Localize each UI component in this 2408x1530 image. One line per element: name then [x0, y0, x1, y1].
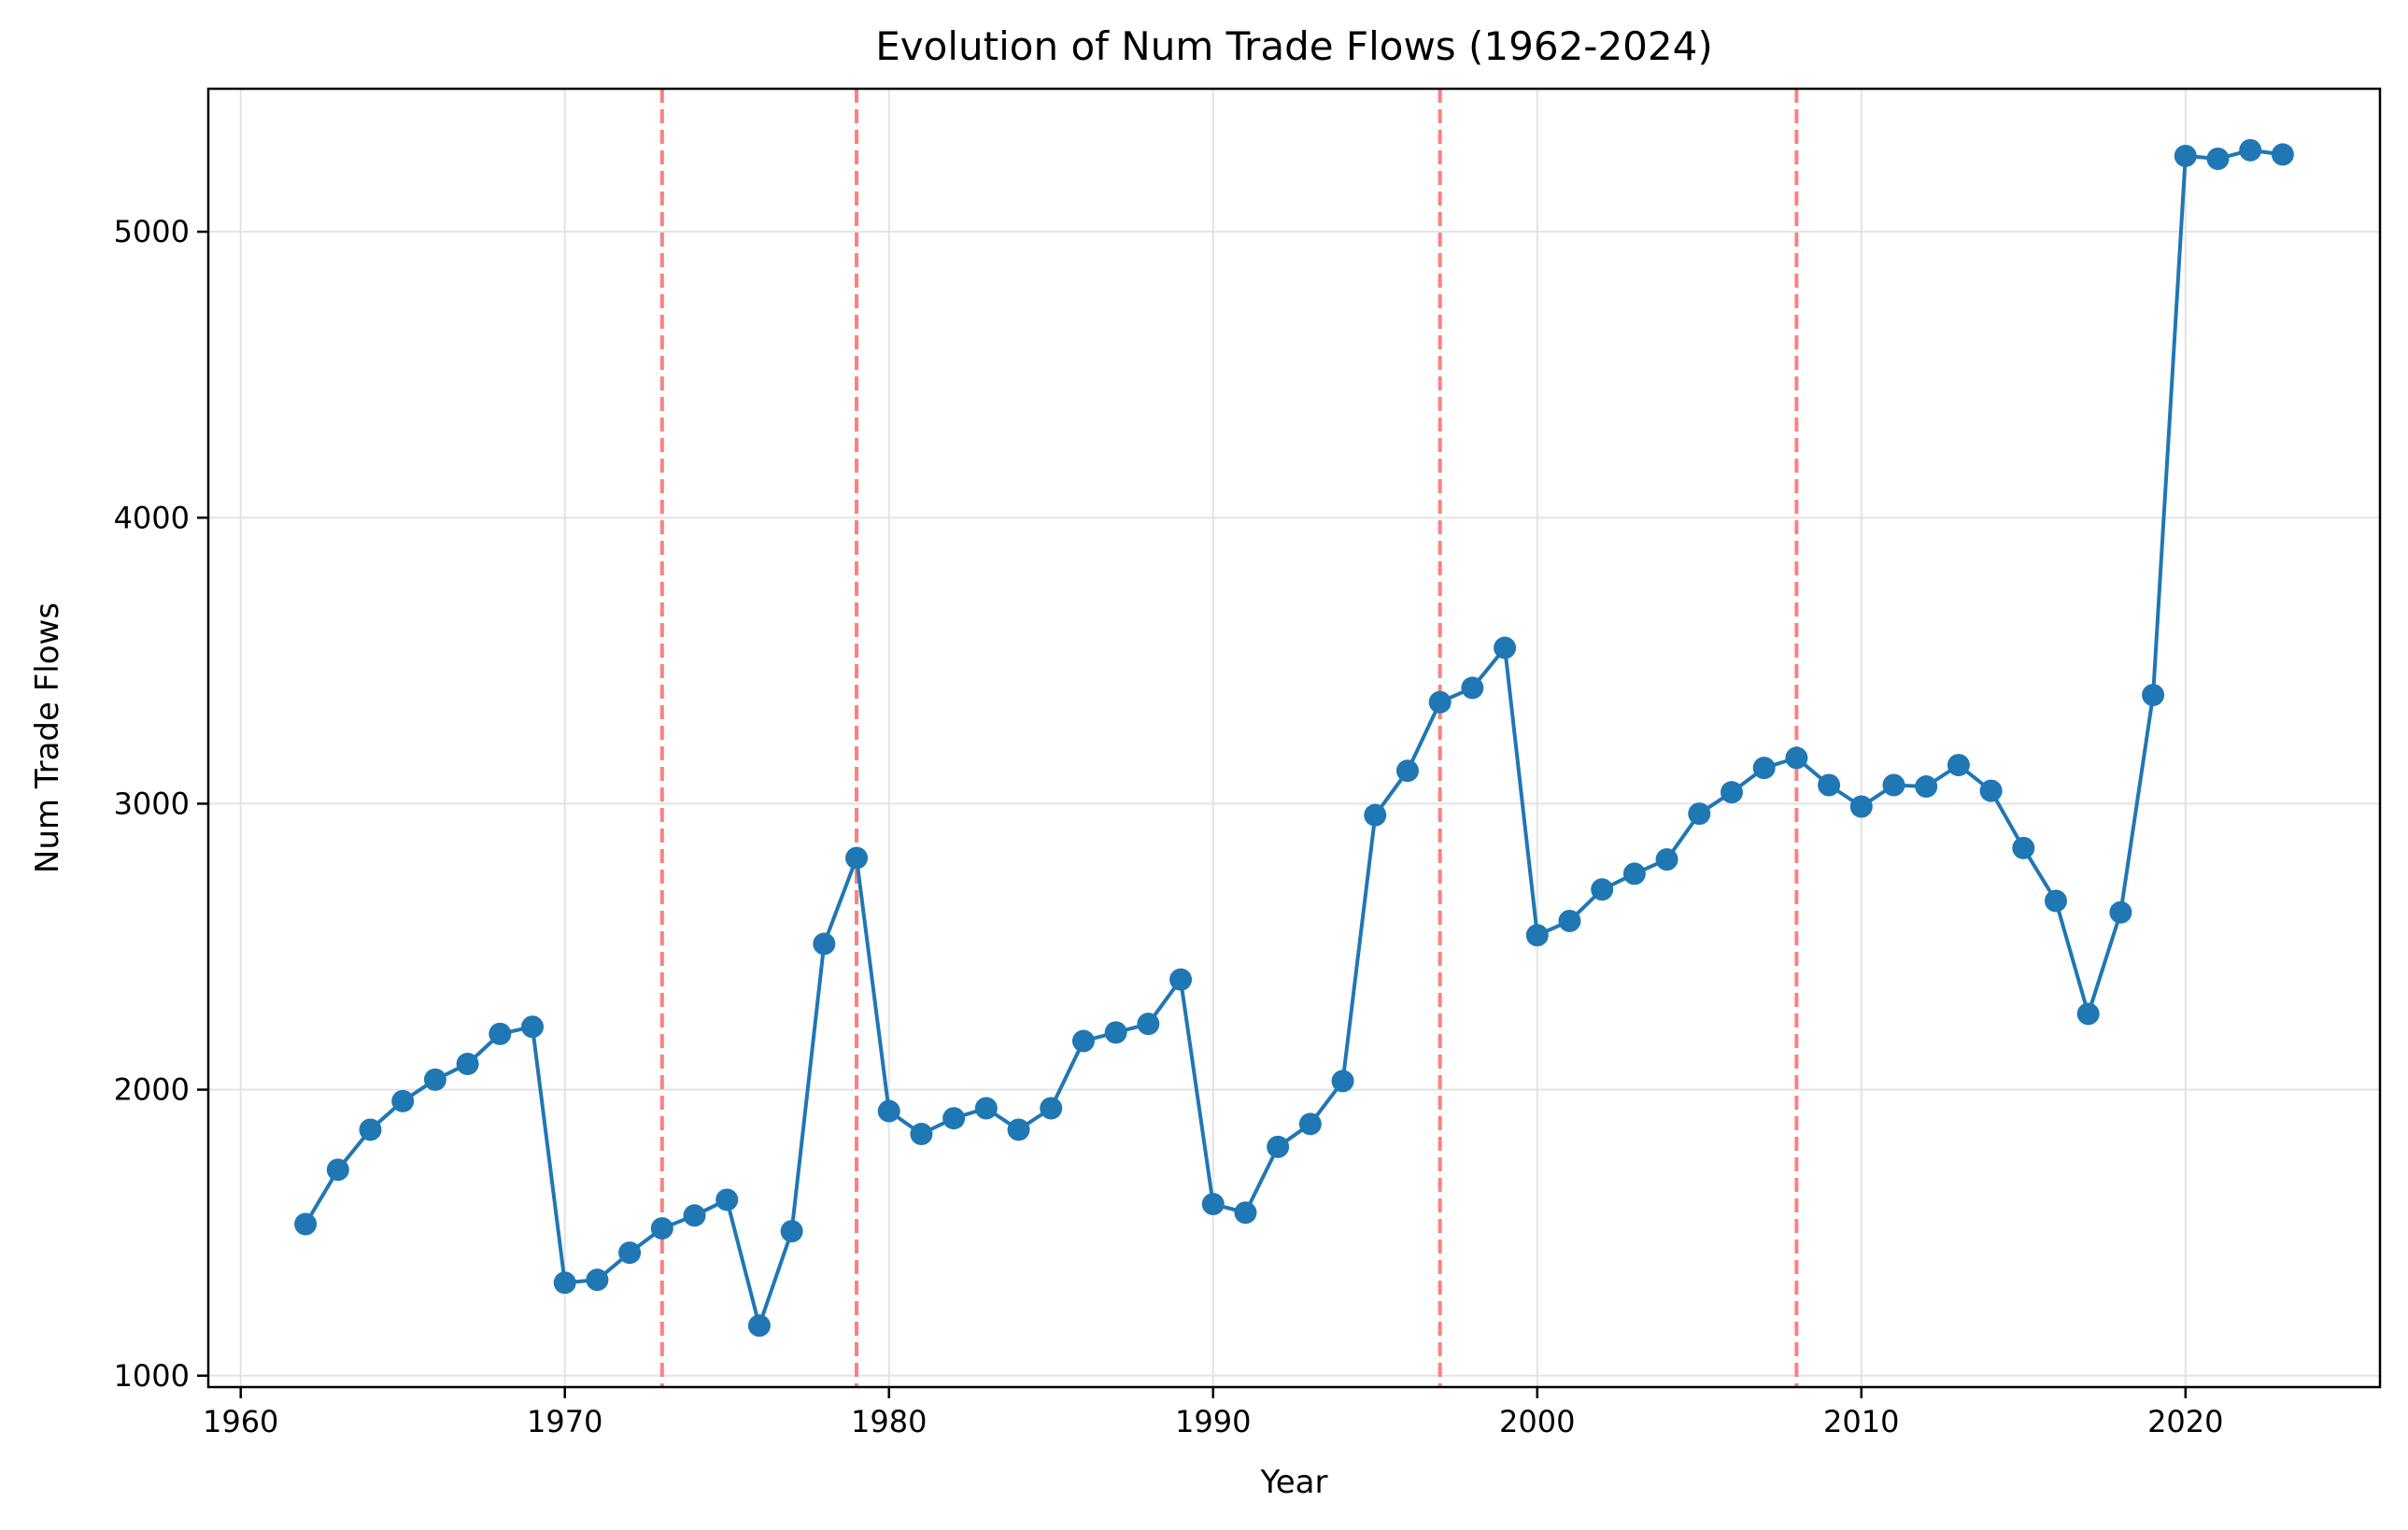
data-point [1720, 781, 1743, 804]
data-point [2206, 148, 2230, 171]
data-point [1234, 1201, 1257, 1225]
x-tick-label: 1970 [527, 1404, 602, 1439]
data-point [1137, 1013, 1160, 1036]
data-point [877, 1099, 900, 1123]
data-point [1071, 1029, 1095, 1053]
data-point [2142, 684, 2165, 707]
x-tick-label: 2020 [2147, 1404, 2223, 1439]
data-point [1461, 676, 1484, 700]
data-point [1752, 757, 1776, 780]
data-point [1169, 968, 1193, 991]
data-point [780, 1220, 803, 1243]
data-point [1104, 1021, 1127, 1044]
data-point [2174, 144, 2197, 167]
data-point [2044, 889, 2067, 913]
x-tick-label: 1980 [851, 1404, 927, 1439]
data-point [391, 1089, 415, 1112]
data-point [553, 1271, 576, 1295]
y-tick-label: 4000 [114, 500, 190, 535]
data-point [521, 1015, 545, 1039]
data-point [1915, 775, 1938, 799]
data-point [1849, 795, 1873, 818]
data-point [1882, 773, 1905, 797]
y-tick-label: 5000 [114, 214, 190, 249]
data-point [1622, 862, 1646, 885]
plot-background [208, 89, 2380, 1387]
data-point [1040, 1097, 1063, 1120]
data-point [1364, 803, 1387, 827]
data-point [326, 1158, 349, 1182]
data-point [1395, 759, 1419, 783]
data-point [1688, 802, 1711, 826]
data-point [1655, 848, 1679, 871]
data-point [650, 1217, 673, 1240]
data-point [1267, 1135, 1290, 1158]
data-point [423, 1068, 446, 1091]
data-point [715, 1188, 739, 1211]
data-point [2271, 143, 2294, 166]
data-point [1818, 773, 1841, 797]
data-point [2239, 138, 2262, 162]
data-point [1525, 924, 1549, 947]
data-point [2012, 836, 2035, 859]
y-tick-label: 1000 [114, 1358, 190, 1394]
y-tick-label: 2000 [114, 1072, 190, 1108]
chart-title: Evolution of Num Trade Flows (1962-2024) [875, 23, 1712, 69]
data-point [845, 846, 869, 870]
data-point [2076, 1002, 2100, 1026]
data-point [942, 1107, 966, 1130]
x-tick-label: 2010 [1823, 1404, 1899, 1439]
x-axis-label: Year [1260, 1464, 1328, 1501]
data-point [1494, 636, 1517, 659]
series-layer [294, 138, 2294, 1338]
data-point [2109, 900, 2132, 924]
data-point [294, 1212, 318, 1236]
x-tick-label: 1960 [203, 1404, 278, 1439]
data-point [974, 1097, 998, 1120]
data-point [1007, 1118, 1030, 1141]
y-axis: 1000 2000 3000 4000 5000 [114, 214, 208, 1394]
data-point [618, 1241, 642, 1265]
data-point [683, 1204, 706, 1227]
y-tick-label: 3000 [114, 786, 190, 821]
data-point [489, 1022, 512, 1045]
data-point [359, 1118, 382, 1141]
reference-lines [659, 89, 1799, 1387]
x-tick-label: 2000 [1499, 1404, 1575, 1439]
x-tick-label: 1990 [1175, 1404, 1251, 1439]
plot-frame [206, 87, 2382, 1389]
data-point [1331, 1070, 1354, 1093]
x-axis: 1960 1970 1980 1990 2000 2010 2020 [203, 1387, 2224, 1439]
data-point [1979, 779, 2003, 802]
data-point [813, 932, 836, 956]
data-point [747, 1314, 771, 1338]
data-point [1558, 909, 1581, 932]
data-point [1298, 1112, 1322, 1136]
data-point [456, 1053, 479, 1076]
grid [208, 89, 2380, 1387]
data-point [1591, 878, 1614, 901]
data-point [1201, 1193, 1225, 1216]
data-point [1785, 746, 1808, 770]
data-point [1947, 754, 1970, 777]
data-point [1428, 690, 1452, 714]
data-point [910, 1123, 933, 1146]
data-point [586, 1268, 609, 1292]
y-axis-label: Num Trade Flows [29, 602, 66, 873]
